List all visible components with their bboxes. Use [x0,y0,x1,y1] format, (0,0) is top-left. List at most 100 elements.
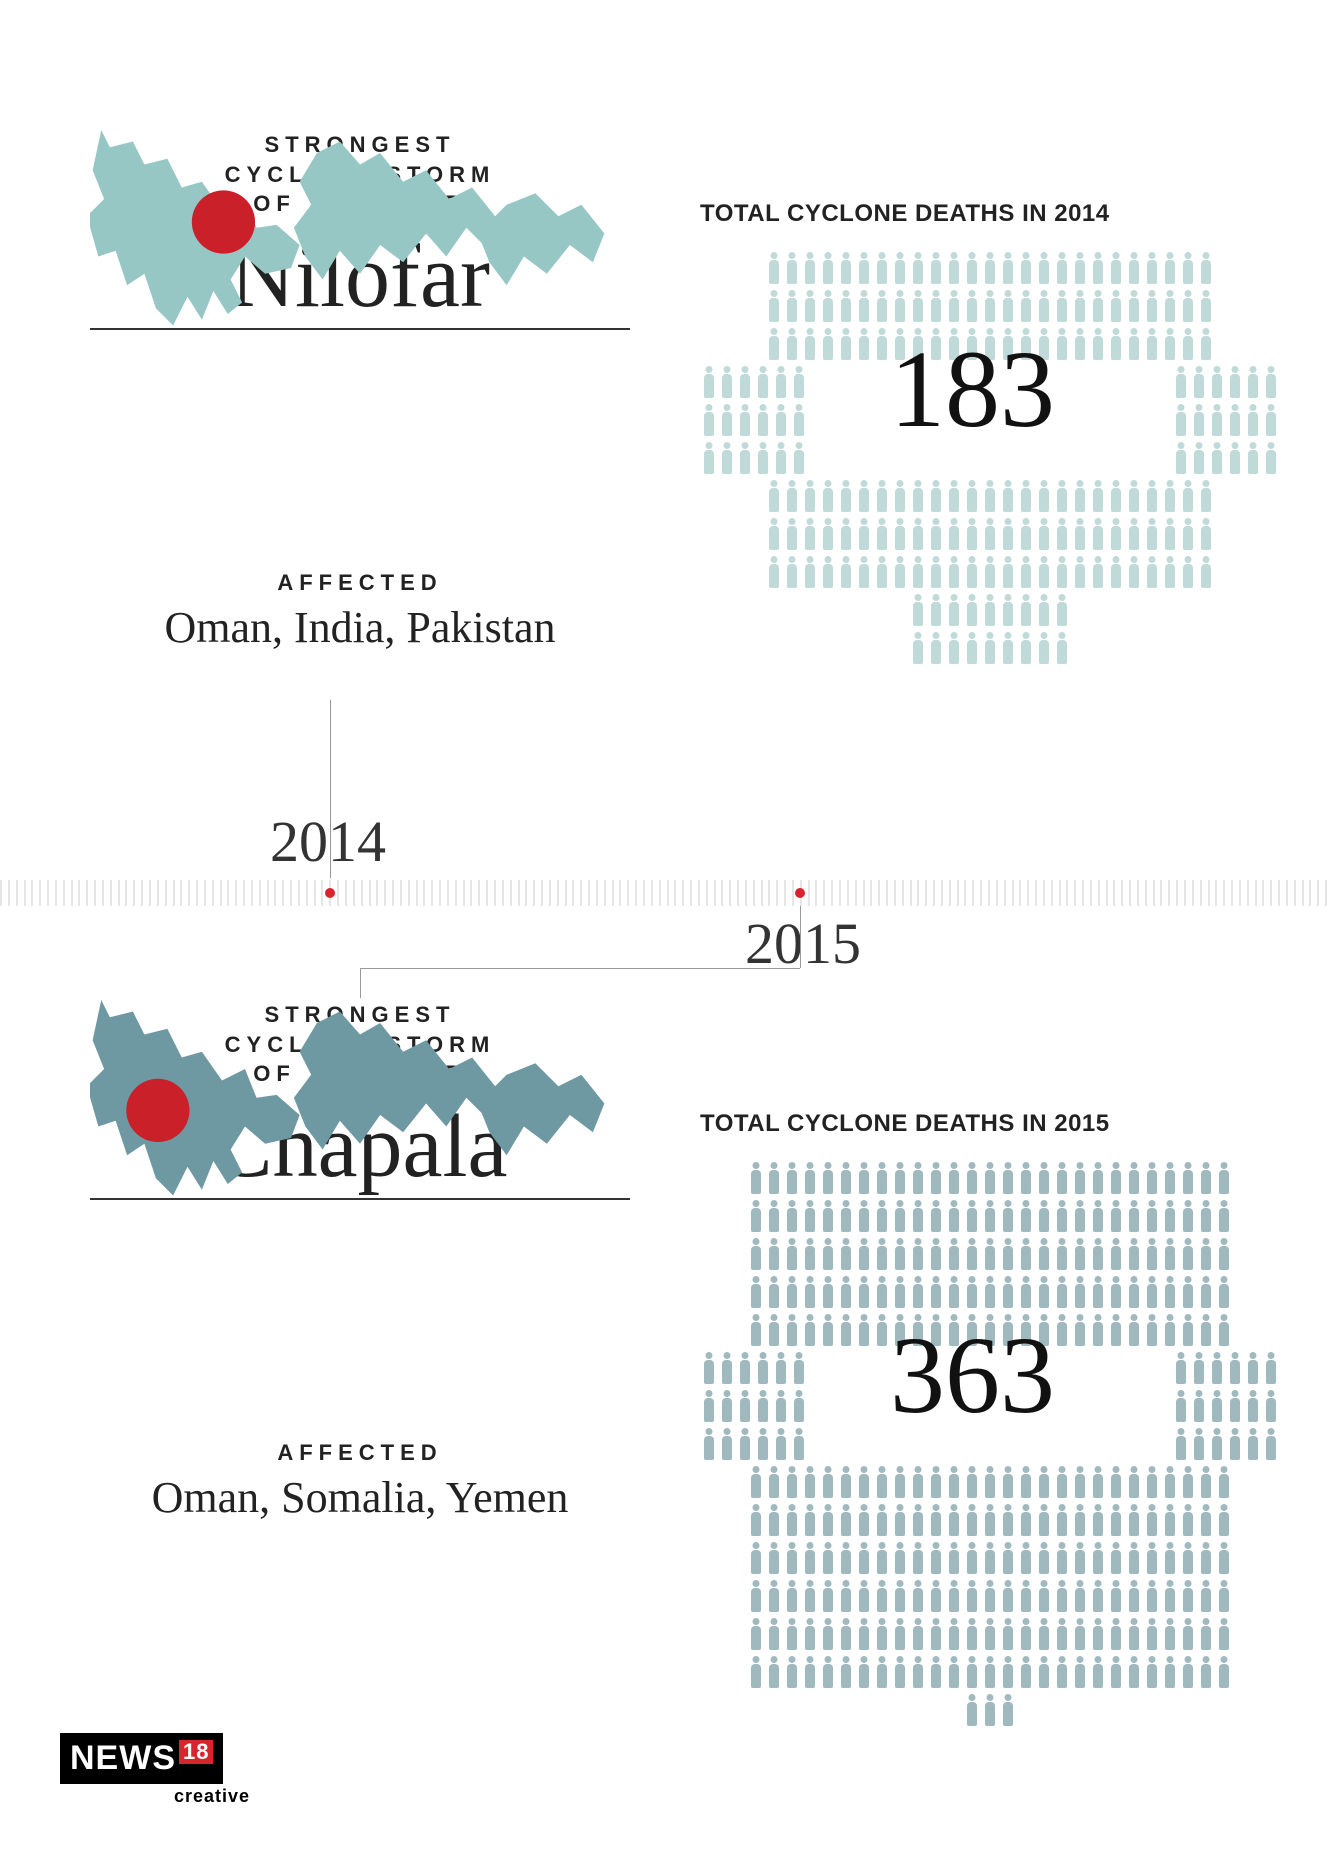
person-icon [802,288,818,326]
person-icon [1227,440,1243,478]
person-icon [1263,440,1279,478]
person-icon [874,1464,890,1502]
person-icon [910,1540,926,1578]
person-icon [1126,1654,1142,1692]
person-icon [1108,1312,1124,1350]
person-icon [928,1464,944,1502]
person-icon [910,1236,926,1274]
person-icon [946,1274,962,1312]
person-icon [892,1578,908,1616]
person-icon [1198,288,1214,326]
person-icon [820,1236,836,1274]
person-icon [1216,1540,1232,1578]
person-icon [766,250,782,288]
person-icon [838,478,854,516]
person-icon [928,1274,944,1312]
person-icon [856,1274,872,1312]
person-icon [773,364,789,402]
person-icon [892,554,908,592]
person-icon [928,554,944,592]
person-icon [1108,1616,1124,1654]
person-icon [1090,478,1106,516]
person-icon [1090,1502,1106,1540]
person-icon [874,1616,890,1654]
connector-line [360,968,361,998]
person-icon [1144,326,1160,364]
person-icon [982,630,998,668]
person-icon [784,1578,800,1616]
person-icon [946,1502,962,1540]
person-icon [1191,364,1207,402]
person-icon [1180,554,1196,592]
person-icon [784,516,800,554]
person-icon [1216,1274,1232,1312]
person-icon [964,1578,980,1616]
person-icon [1162,1464,1178,1502]
person-icon [1162,516,1178,554]
person-icon [820,1312,836,1350]
person-icon [1191,1388,1207,1426]
person-icon [748,1236,764,1274]
person-icon [766,1540,782,1578]
person-icon [928,592,944,630]
person-icon [982,1236,998,1274]
person-icon [1209,1350,1225,1388]
person-icon [784,1654,800,1692]
person-icon [748,1578,764,1616]
person-icon [755,364,771,402]
person-icon [719,402,735,440]
person-icon [892,1616,908,1654]
person-icon [1144,1464,1160,1502]
person-icon [946,1654,962,1692]
person-icon [820,1654,836,1692]
person-icon [1180,1160,1196,1198]
person-icon [892,1198,908,1236]
person-icon [964,630,980,668]
person-icon [982,478,998,516]
person-icon [1072,250,1088,288]
person-icon [784,1616,800,1654]
person-icon [892,1540,908,1578]
person-icon [1162,478,1178,516]
person-icon [1090,1540,1106,1578]
person-icon [766,1502,782,1540]
person-icon [1018,1464,1034,1502]
person-icon [820,250,836,288]
person-icon [910,1654,926,1692]
person-icon [1180,1616,1196,1654]
person-icon [892,1236,908,1274]
person-icon [820,554,836,592]
person-icon [928,1502,944,1540]
person-icon [802,478,818,516]
person-icon [1209,364,1225,402]
person-icon [1000,1654,1016,1692]
person-icon [1245,1350,1261,1388]
person-icon [1018,1236,1034,1274]
person-icon [874,326,890,364]
person-icon [1000,516,1016,554]
person-icon [1054,1274,1070,1312]
timeline-dot-icon [325,888,335,898]
person-icon [1090,1654,1106,1692]
person-icon [856,1312,872,1350]
person-icon [946,1464,962,1502]
person-icon [1180,1312,1196,1350]
person-icon [1144,1160,1160,1198]
person-icon [1090,250,1106,288]
person-icon [946,1198,962,1236]
person-icon [982,516,998,554]
person-icon [802,1616,818,1654]
deaths-count-2015: 363 [890,1312,1055,1439]
person-icon [1162,250,1178,288]
person-icon [1090,1160,1106,1198]
person-icon [784,478,800,516]
person-icon [784,250,800,288]
person-icon [820,478,836,516]
person-icon [1216,1198,1232,1236]
person-icon [737,402,753,440]
person-icon [910,592,926,630]
person-icon [1090,1236,1106,1274]
news18-logo: NEWS18 creative [60,1733,250,1807]
person-icon [910,1502,926,1540]
person-icon [784,1236,800,1274]
